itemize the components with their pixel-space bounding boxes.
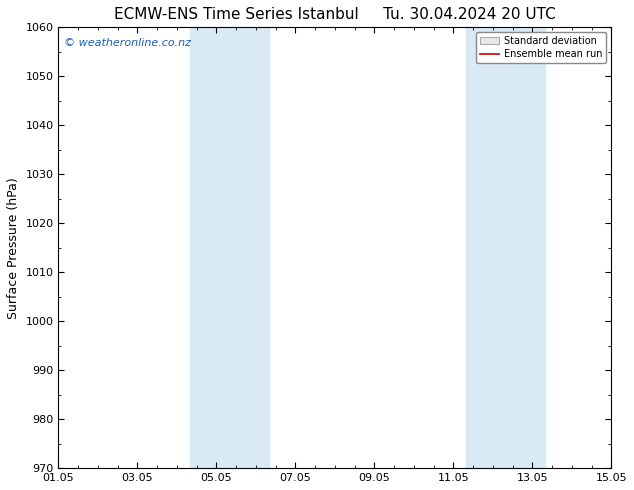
Text: © weatheronline.co.nz: © weatheronline.co.nz xyxy=(64,38,191,49)
Bar xyxy=(493,27,545,468)
Y-axis label: Surface Pressure (hPa): Surface Pressure (hPa) xyxy=(7,177,20,318)
Bar xyxy=(467,27,493,468)
Bar xyxy=(216,27,269,468)
Title: ECMW-ENS Time Series Istanbul     Tu. 30.04.2024 20 UTC: ECMW-ENS Time Series Istanbul Tu. 30.04.… xyxy=(114,7,556,22)
Bar xyxy=(190,27,216,468)
Legend: Standard deviation, Ensemble mean run: Standard deviation, Ensemble mean run xyxy=(476,32,606,63)
